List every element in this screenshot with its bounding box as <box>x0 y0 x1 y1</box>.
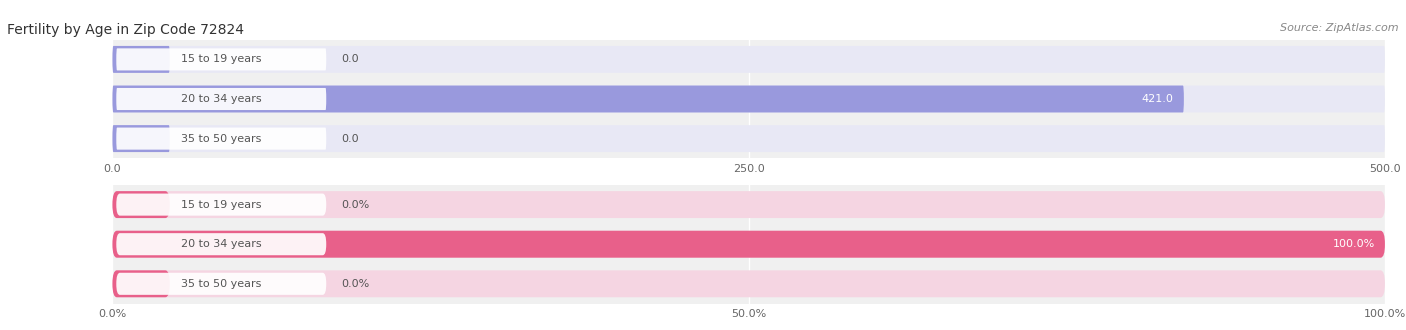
Text: 35 to 50 years: 35 to 50 years <box>181 279 262 289</box>
FancyBboxPatch shape <box>117 49 326 70</box>
FancyBboxPatch shape <box>117 194 326 215</box>
Text: 15 to 19 years: 15 to 19 years <box>181 200 262 210</box>
FancyBboxPatch shape <box>112 270 170 297</box>
FancyBboxPatch shape <box>117 88 326 110</box>
FancyBboxPatch shape <box>112 46 1385 73</box>
FancyBboxPatch shape <box>112 191 170 218</box>
FancyBboxPatch shape <box>112 85 1184 113</box>
Text: 20 to 34 years: 20 to 34 years <box>181 94 262 104</box>
FancyBboxPatch shape <box>112 270 1385 297</box>
Text: 35 to 50 years: 35 to 50 years <box>181 134 262 144</box>
FancyBboxPatch shape <box>117 273 326 295</box>
Text: 0.0: 0.0 <box>342 134 359 144</box>
Text: 15 to 19 years: 15 to 19 years <box>181 54 262 64</box>
FancyBboxPatch shape <box>112 231 1385 258</box>
Text: 20 to 34 years: 20 to 34 years <box>181 239 262 249</box>
FancyBboxPatch shape <box>117 233 326 255</box>
FancyBboxPatch shape <box>112 125 1385 152</box>
Text: Fertility by Age in Zip Code 72824: Fertility by Age in Zip Code 72824 <box>7 23 245 37</box>
Text: 0.0: 0.0 <box>342 54 359 64</box>
FancyBboxPatch shape <box>112 46 170 73</box>
FancyBboxPatch shape <box>112 231 1385 258</box>
FancyBboxPatch shape <box>112 125 170 152</box>
Text: 0.0%: 0.0% <box>342 200 370 210</box>
Text: Source: ZipAtlas.com: Source: ZipAtlas.com <box>1281 23 1399 33</box>
Text: 421.0: 421.0 <box>1142 94 1174 104</box>
Text: 0.0%: 0.0% <box>342 279 370 289</box>
FancyBboxPatch shape <box>112 85 1385 113</box>
Text: 100.0%: 100.0% <box>1333 239 1375 249</box>
FancyBboxPatch shape <box>117 128 326 149</box>
FancyBboxPatch shape <box>112 191 1385 218</box>
